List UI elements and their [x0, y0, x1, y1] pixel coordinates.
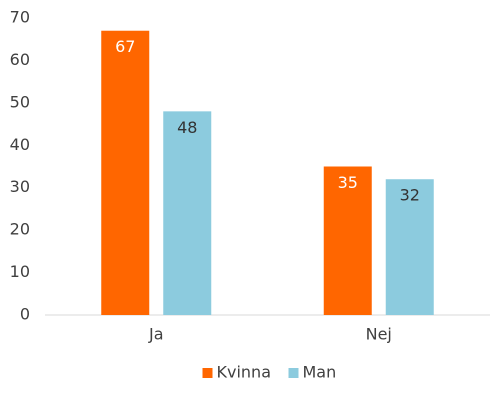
bar: [323, 166, 372, 315]
data-label: 35: [338, 173, 358, 192]
legend-swatch: [288, 368, 299, 378]
y-tick-label: 60: [10, 50, 30, 69]
bar: [385, 179, 434, 315]
data-label: 48: [177, 118, 197, 137]
y-tick-label: 70: [10, 8, 30, 27]
data-label: 32: [400, 186, 420, 205]
legend-label: Man: [303, 363, 337, 382]
data-label: 67: [115, 37, 135, 56]
x-tick-label: Ja: [148, 325, 164, 344]
bar: [163, 111, 212, 315]
y-tick-label: 50: [10, 92, 30, 111]
legend-swatch: [202, 368, 213, 378]
y-tick-label: 0: [20, 305, 30, 324]
y-tick-label: 10: [10, 262, 30, 281]
y-tick-label: 30: [10, 177, 30, 196]
x-tick-label: Nej: [366, 325, 392, 344]
bar: [101, 30, 150, 315]
y-tick-label: 40: [10, 135, 30, 154]
legend-label: Kvinna: [217, 363, 272, 382]
y-tick-label: 20: [10, 220, 30, 239]
